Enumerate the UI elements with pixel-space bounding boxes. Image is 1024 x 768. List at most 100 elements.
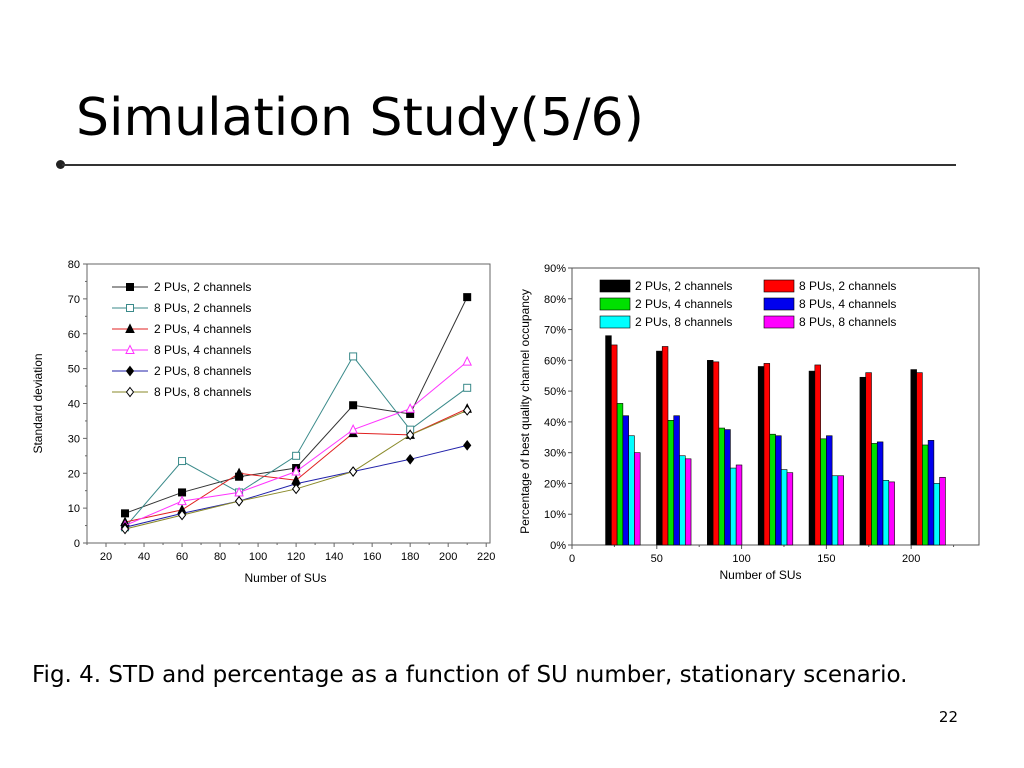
legend-swatch: [599, 315, 631, 329]
bar-group: [605, 335, 641, 546]
bar: [616, 403, 624, 546]
slide-title: Simulation Study(5/6): [76, 88, 644, 148]
bar: [876, 441, 884, 546]
y-tick-label: 60%: [544, 355, 566, 367]
y-tick-label: 20: [68, 468, 80, 480]
bar: [757, 366, 765, 546]
bar: [628, 435, 635, 546]
y-tick-label: 10%: [544, 509, 566, 521]
data-point: [463, 440, 472, 451]
bar: [775, 435, 782, 546]
y-tick-label: 0%: [550, 540, 566, 552]
bar: [865, 372, 872, 546]
bar: [910, 369, 917, 546]
bar: [661, 346, 669, 546]
bar: [605, 335, 612, 546]
data-point: [463, 405, 472, 416]
legend-marker: [125, 344, 135, 354]
bar: [814, 364, 821, 546]
x-tick-label: 40: [138, 551, 150, 563]
legend-label: 2 PUs, 2 channels: [154, 280, 251, 294]
x-tick-label: 160: [363, 551, 381, 563]
data-point: [120, 523, 130, 535]
bar: [939, 476, 946, 546]
bar: [769, 433, 776, 546]
legend-label: 2 PUs, 4 channels: [635, 297, 732, 311]
data-point: [177, 509, 187, 521]
bar: [718, 427, 725, 546]
y-tick-label: 50: [68, 364, 80, 376]
legend: 2 PUs, 2 channels 8 PUs, 2 channels 2 PUs,…: [112, 280, 251, 399]
bar: [927, 440, 935, 546]
legend-label: 2 PUs, 2 channels: [635, 279, 732, 293]
data-point: [349, 401, 358, 410]
series-6: [120, 405, 472, 535]
bar: [707, 360, 714, 546]
bar: [916, 372, 923, 546]
legend-label: 2 PUs, 8 channels: [154, 364, 251, 378]
x-tick-label: 200: [902, 553, 920, 565]
data-point: [349, 352, 358, 361]
page-number: 22: [938, 708, 958, 726]
data-point: [348, 466, 358, 477]
bar: [933, 483, 940, 546]
bar: [820, 438, 827, 546]
bar: [730, 467, 737, 546]
x-tick-label: 140: [325, 551, 343, 563]
bar: [724, 429, 731, 546]
y-tick-label: 60: [68, 329, 80, 341]
y-tick-label: 70: [68, 294, 80, 306]
y-tick-label: 70%: [544, 325, 566, 337]
y-tick-label: 80%: [544, 294, 566, 306]
data-point: [177, 495, 187, 506]
legend: 2 PUs, 2 channels 8 PUs, 2 channels 2 PUs,…: [599, 279, 896, 329]
data-point: [463, 383, 472, 392]
legend-marker: [125, 386, 135, 398]
bar: [922, 444, 929, 546]
data-point: [462, 356, 472, 366]
y-tick-label: 40: [68, 399, 80, 411]
bar: [656, 350, 663, 546]
x-tick-label: 80: [214, 551, 226, 563]
data-point: [405, 403, 415, 413]
bar: [673, 415, 680, 546]
series-4: [120, 356, 472, 530]
legend-swatch: [763, 315, 795, 329]
x-tick-label: 150: [817, 553, 835, 565]
legend-label: 8 PUs, 4 channels: [799, 297, 896, 311]
x-tick-label: 200: [439, 551, 457, 563]
bar-group: [757, 363, 794, 546]
x-tick-label: 20: [100, 551, 112, 563]
legend-label: 8 PUs, 8 channels: [154, 385, 251, 399]
legend-swatch: [599, 279, 631, 293]
y-tick-label: 30: [68, 433, 80, 445]
y-tick-label: 40%: [544, 417, 566, 429]
data-point: [406, 453, 415, 465]
legend-label: 8 PUs, 8 channels: [799, 315, 896, 329]
bar: [882, 480, 890, 546]
bar: [786, 472, 794, 546]
data-point: [348, 424, 358, 434]
y-tick-label: 30%: [544, 448, 566, 460]
y-tick-label: 10: [68, 503, 80, 515]
title-rule: [62, 164, 956, 166]
x-tick-label: 50: [651, 553, 663, 565]
bar: [808, 370, 816, 546]
legend-marker: [125, 365, 135, 377]
title-rule-dot: [56, 160, 65, 169]
y-tick-label: 0: [74, 538, 80, 550]
data-point: [406, 429, 415, 441]
bar: [622, 415, 629, 546]
bar-group: [859, 372, 895, 546]
data-point: [178, 457, 187, 466]
legend-marker: [125, 323, 135, 333]
data-point: [291, 483, 301, 495]
legend-label: 2 PUs, 8 channels: [635, 315, 732, 329]
bar: [684, 458, 692, 546]
x-tick-label: 100: [249, 551, 267, 563]
legend-swatch: [763, 297, 795, 311]
bar-group: [707, 360, 743, 546]
legend-swatch: [599, 297, 631, 311]
legend-label: 8 PUs, 4 channels: [154, 343, 251, 357]
bar: [859, 376, 867, 546]
